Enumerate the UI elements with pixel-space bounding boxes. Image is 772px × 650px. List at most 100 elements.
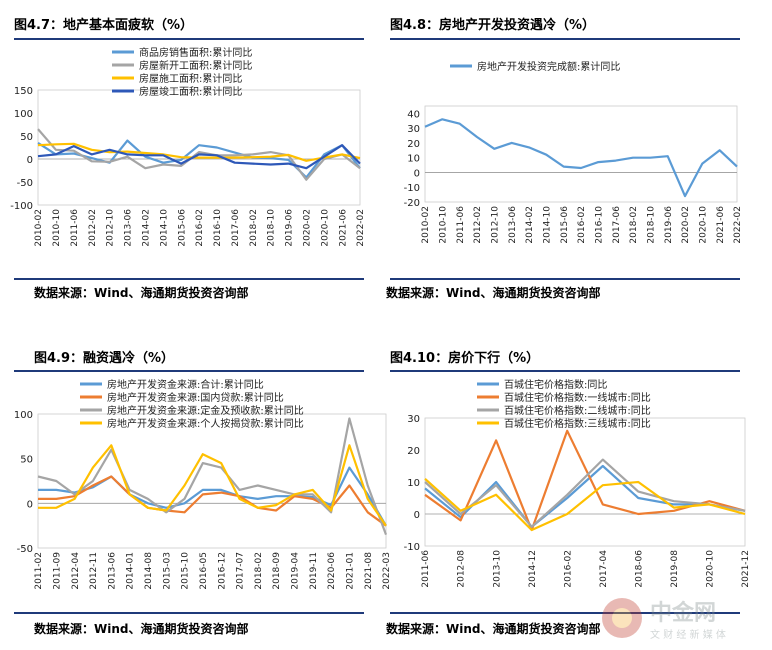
- x-tick-label: 2021-06: [716, 206, 726, 244]
- x-tick-label: 2014-10: [542, 206, 552, 244]
- legend-label: 百城住宅价格指数:一线城市:同比: [504, 391, 651, 404]
- x-tick-label: 2012-10: [106, 209, 116, 247]
- x-tick-label: 2018-02: [629, 206, 639, 244]
- series-line: [38, 444, 387, 527]
- y-tick-label: -50: [17, 544, 33, 555]
- x-tick-label: 2014-08: [144, 552, 154, 590]
- x-tick-label: 2022-02: [733, 206, 743, 244]
- x-tick-label: 2014-10: [159, 209, 169, 247]
- series-line: [37, 144, 361, 170]
- series-line: [424, 464, 746, 528]
- x-tick-label: 2019-06: [664, 206, 674, 244]
- chart-title: 图4.7：地产基本面疲软（%）: [14, 18, 194, 33]
- x-tick-label: 2020-10: [706, 550, 716, 588]
- series-line: [37, 417, 388, 535]
- y-tick-label: 30: [407, 414, 420, 425]
- chart-title: 图4.10：房价下行（%）: [390, 351, 540, 366]
- y-tick-label: 0: [414, 168, 420, 179]
- x-tick-label: 2014-02: [525, 206, 535, 244]
- x-tick-label: 2019-06: [285, 209, 295, 247]
- x-tick-label: 2011-02: [34, 552, 44, 590]
- source-rule: [14, 278, 364, 280]
- y-tick-label: 0: [27, 155, 33, 166]
- x-tick-label: 2016-12: [217, 552, 227, 590]
- y-tick-label: 10: [407, 154, 420, 165]
- title-rule: [390, 370, 740, 372]
- source-note: 数据来源：Wind、海通期货投资咨询部: [34, 286, 249, 300]
- y-tick-label: 150: [14, 86, 33, 97]
- x-tick-label: 2021-01: [346, 552, 356, 590]
- x-tick-label: 2018-02: [254, 552, 264, 590]
- x-tick-label: 2020-02: [302, 209, 312, 247]
- legend-label: 房地产开发资金来源:国内贷款:累计同比: [107, 391, 284, 404]
- x-tick-label: 2014-01: [126, 552, 136, 590]
- title-rule: [390, 38, 740, 40]
- x-tick-label: 2010-10: [52, 209, 62, 247]
- y-tick-label: 20: [407, 446, 420, 457]
- source-note: 数据来源：Wind、海通期货投资咨询部: [34, 622, 249, 636]
- y-tick-label: -10: [404, 542, 420, 553]
- source-rule: [390, 278, 740, 280]
- x-tick-label: 2010-10: [438, 206, 448, 244]
- y-tick-label: 20: [407, 139, 420, 150]
- x-tick-label: 2019-08: [670, 550, 680, 588]
- series-line: [37, 142, 361, 162]
- x-tick-label: 2020-10: [698, 206, 708, 244]
- watermark-brand: 中金网: [650, 600, 716, 626]
- chart-svg: -10 0 10 20 30 2011-06 2012-08 2013-10 2014-12 20…: [404, 378, 751, 588]
- x-tick-label: 2017-04: [599, 550, 609, 588]
- source-rule: [390, 612, 740, 614]
- y-tick-label: -100: [10, 201, 33, 212]
- x-tick-label: 2016-02: [577, 206, 587, 244]
- legend-label: 房屋竣工面积:累计同比: [139, 85, 242, 98]
- x-tick-label: 2019-04: [291, 552, 301, 590]
- x-tick-label: 2012-10: [490, 206, 500, 244]
- x-tick-label: 2019-11: [309, 552, 319, 590]
- y-tick-label: 0: [414, 510, 420, 521]
- series-line: [37, 139, 361, 179]
- plot-frame: [424, 105, 738, 203]
- chart-svg: -100 -50 0 50 100 150 2010-02 2010-10 2011-06 201…: [10, 46, 366, 247]
- y-tick-label: 0: [27, 499, 33, 510]
- y-tick-label: 50: [20, 132, 33, 143]
- x-tick-label: 2017-06: [231, 209, 241, 247]
- y-tick-label: -50: [17, 178, 33, 189]
- y-tick-label: 40: [407, 109, 420, 120]
- y-tick-label: 30: [407, 124, 420, 135]
- y-tick-label: 50: [20, 455, 33, 466]
- x-tick-label: 2018-10: [267, 209, 277, 247]
- legend-label: 房屋施工面积:累计同比: [139, 72, 242, 85]
- plot-frame: [37, 413, 387, 549]
- x-tick-label: 2018-06: [634, 550, 644, 588]
- x-tick-label: 2013-06: [124, 209, 134, 247]
- source-note: 数据来源：Wind、海通期货投资咨询部: [386, 286, 601, 300]
- y-tick-label: 10: [407, 478, 420, 489]
- y-tick-label: -20: [404, 198, 420, 209]
- x-tick-label: 2015-03: [162, 552, 172, 590]
- x-tick-label: 2016-05: [199, 552, 209, 590]
- chart-title: 图4.8：房地产开发投资遇冷（%）: [390, 18, 596, 33]
- x-tick-label: 2017-06: [612, 206, 622, 244]
- x-tick-label: 2012-11: [89, 552, 99, 590]
- series-line: [38, 466, 387, 527]
- x-tick-label: 2015-06: [177, 209, 187, 247]
- x-tick-label: 2012-04: [71, 552, 81, 590]
- x-tick-label: 2018-10: [646, 206, 656, 244]
- legend-label: 百城住宅价格指数:同比: [504, 378, 607, 391]
- x-tick-label: 2012-02: [473, 206, 483, 244]
- series-line: [424, 458, 746, 528]
- chart-title: 图4.9：融资遇冷（%）: [34, 351, 175, 366]
- title-rule: [14, 38, 364, 40]
- x-tick-label: 2020-10: [320, 209, 330, 247]
- x-tick-label: 2012-02: [88, 209, 98, 247]
- legend-label: 房地产开发资金来源:定金及预收款:累计同比: [107, 404, 304, 417]
- x-tick-label: 2022-02: [356, 209, 366, 247]
- title-rule: [14, 370, 364, 372]
- chart-svg: -20 -10 0 10 20 30 40 2010-02 2010-10 2011-06 2012…: [404, 60, 743, 244]
- legend-label: 房地产开发投资完成额:累计同比: [477, 60, 620, 73]
- x-tick-label: 2015-06: [560, 206, 570, 244]
- chart-svg: -50 0 50 100 2011-02 2011-09 2012-04 2012-11 201…: [14, 378, 390, 590]
- legend-label: 房地产开发资金来源:合计:累计同比: [107, 378, 264, 391]
- x-tick-label: 2013-06: [107, 552, 117, 590]
- legend-label: 房屋新开工面积:累计同比: [139, 59, 252, 72]
